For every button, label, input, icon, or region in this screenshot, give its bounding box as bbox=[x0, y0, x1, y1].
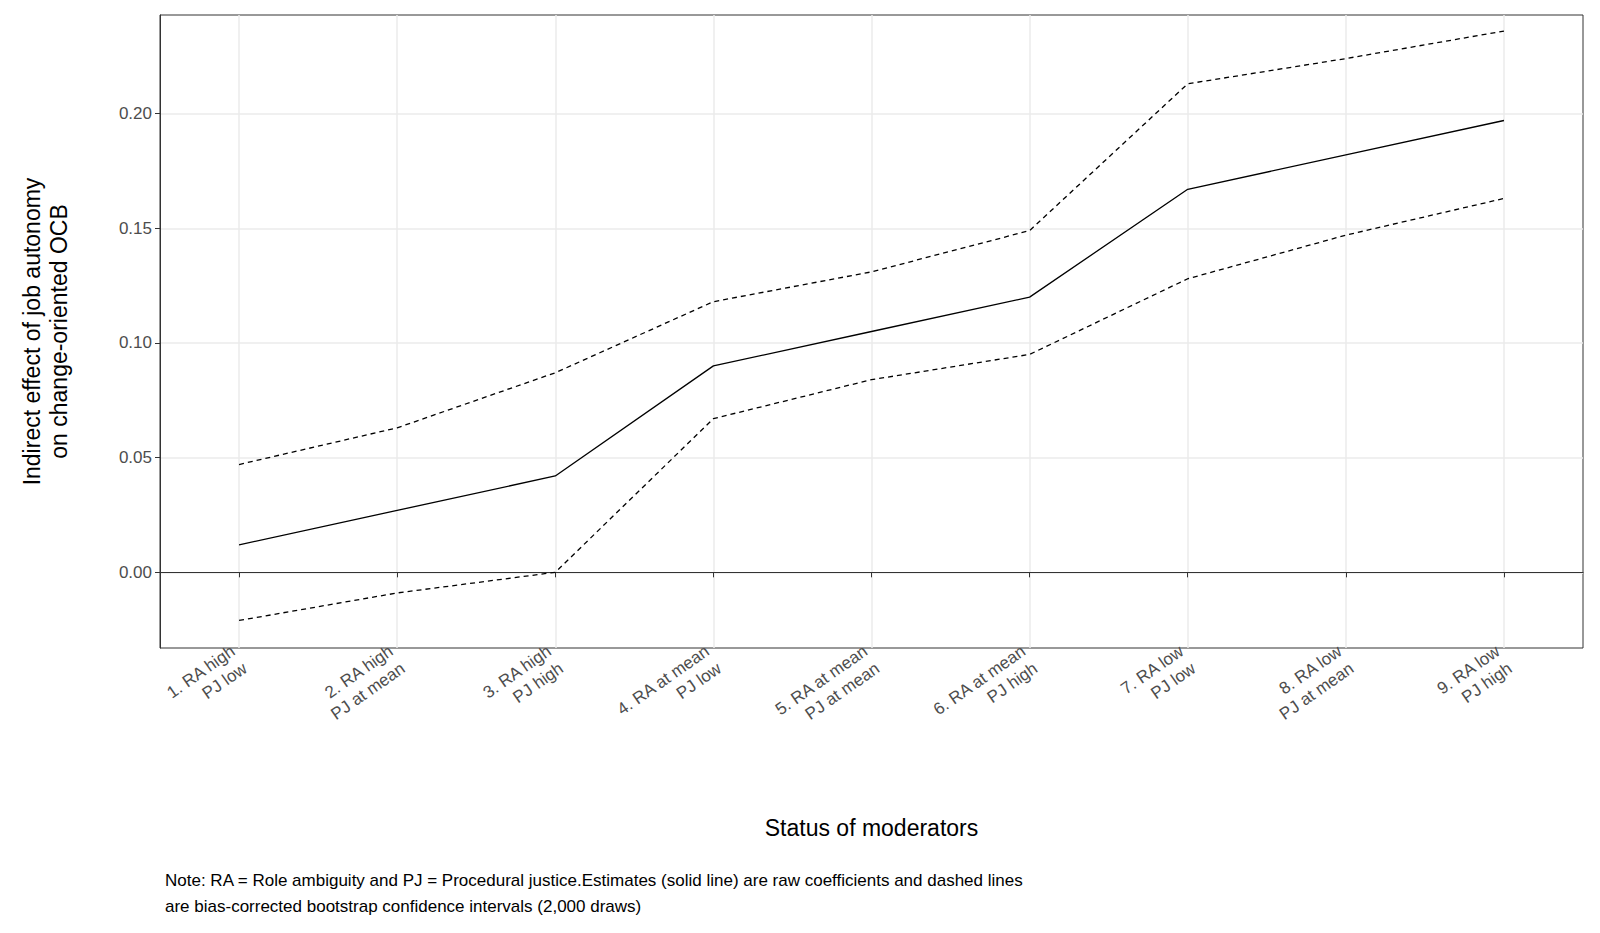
svg-text:7. RA low: 7. RA low bbox=[1117, 641, 1188, 699]
svg-text:Note: RA = Role ambiguity and: Note: RA = Role ambiguity and PJ = Proce… bbox=[165, 871, 1023, 890]
svg-text:0.10: 0.10 bbox=[119, 333, 152, 352]
svg-text:0.05: 0.05 bbox=[119, 448, 152, 467]
svg-text:0.20: 0.20 bbox=[119, 104, 152, 123]
svg-text:0.00: 0.00 bbox=[119, 563, 152, 582]
svg-text:Indirect effect of job autonom: Indirect effect of job autonomy bbox=[19, 177, 45, 485]
svg-text:PJ high: PJ high bbox=[509, 659, 566, 707]
svg-text:are bias-corrected bootstrap c: are bias-corrected bootstrap confidence … bbox=[165, 897, 641, 916]
svg-text:PJ low: PJ low bbox=[673, 658, 725, 703]
svg-text:5. RA at mean: 5. RA at mean bbox=[771, 641, 871, 719]
svg-text:PJ at mean: PJ at mean bbox=[1276, 659, 1357, 724]
svg-text:PJ at mean: PJ at mean bbox=[802, 659, 883, 724]
svg-text:PJ low: PJ low bbox=[1147, 658, 1199, 703]
svg-text:0.15: 0.15 bbox=[119, 219, 152, 238]
svg-text:PJ low: PJ low bbox=[199, 658, 251, 703]
svg-text:on change-oriented OCB: on change-oriented OCB bbox=[46, 204, 72, 458]
svg-text:4. RA at mean: 4. RA at mean bbox=[613, 641, 713, 719]
svg-text:PJ high: PJ high bbox=[1458, 659, 1515, 707]
svg-text:8. RA low: 8. RA low bbox=[1275, 641, 1346, 699]
svg-text:1. RA high: 1. RA high bbox=[163, 641, 239, 703]
svg-text:6. RA at mean: 6. RA at mean bbox=[929, 641, 1029, 719]
svg-text:Status of moderators: Status of moderators bbox=[765, 815, 979, 841]
svg-text:3. RA high: 3. RA high bbox=[479, 641, 555, 703]
svg-text:2. RA high: 2. RA high bbox=[321, 641, 397, 703]
svg-text:PJ at mean: PJ at mean bbox=[327, 659, 408, 724]
svg-text:PJ high: PJ high bbox=[984, 659, 1041, 707]
svg-text:9. RA low: 9. RA low bbox=[1433, 641, 1504, 699]
